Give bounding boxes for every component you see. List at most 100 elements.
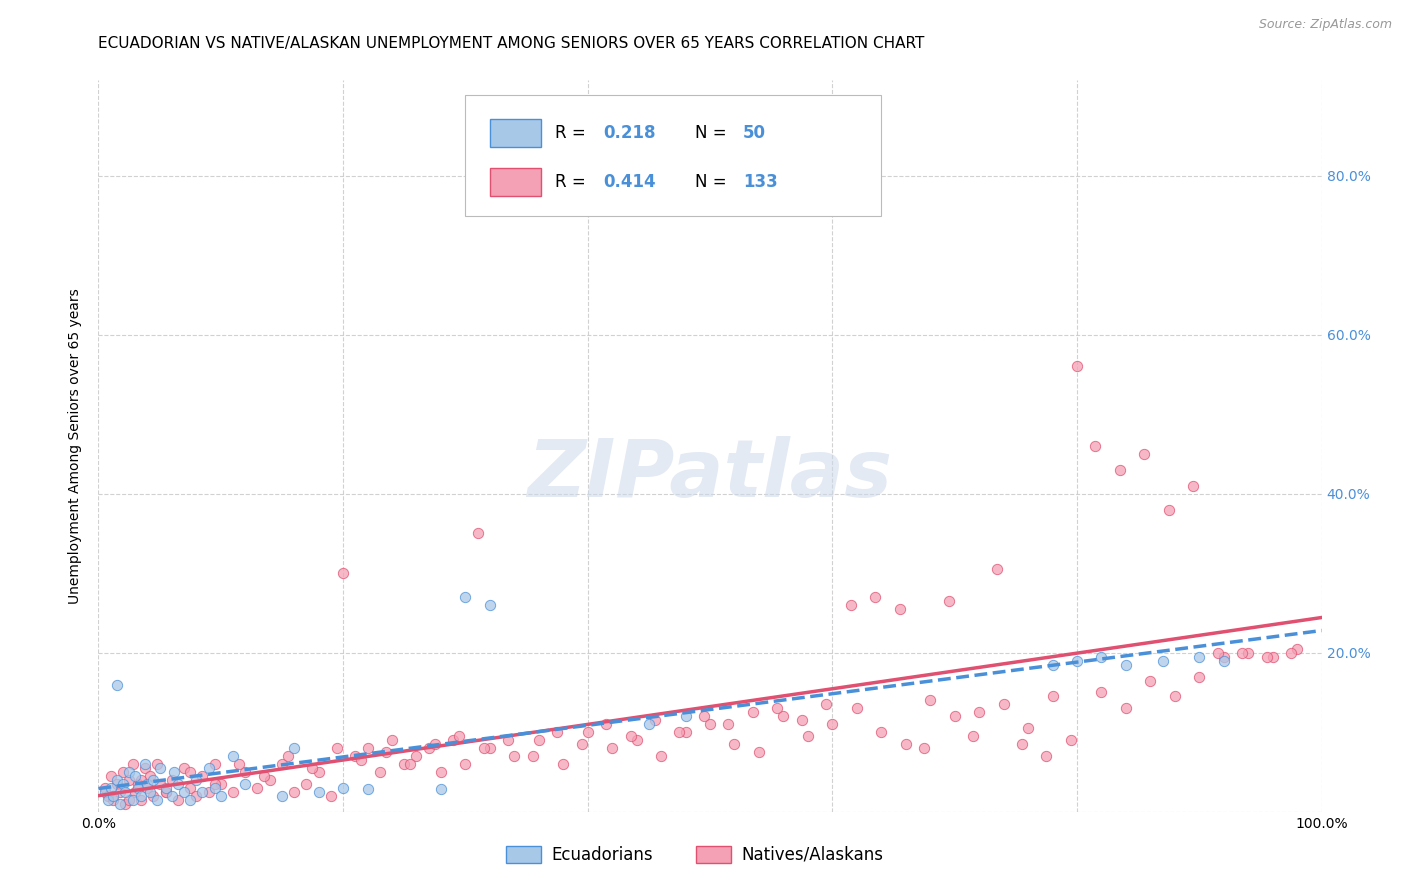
Point bbox=[1157, 502, 1180, 516]
Point bbox=[496, 733, 519, 747]
Point bbox=[912, 741, 935, 756]
Point bbox=[356, 741, 378, 756]
Point bbox=[430, 764, 453, 779]
Point bbox=[423, 737, 446, 751]
Point bbox=[233, 764, 256, 779]
Point bbox=[418, 741, 440, 756]
Point bbox=[283, 741, 305, 756]
Point bbox=[124, 769, 146, 783]
Text: ECUADORIAN VS NATIVE/ALASKAN UNEMPLOYMENT AMONG SENIORS OVER 65 YEARS CORRELATIO: ECUADORIAN VS NATIVE/ALASKAN UNEMPLOYMEN… bbox=[98, 36, 925, 51]
Point bbox=[308, 785, 330, 799]
Point bbox=[790, 714, 813, 728]
Point bbox=[270, 757, 294, 772]
Point bbox=[319, 789, 342, 803]
Point bbox=[191, 785, 214, 799]
Point bbox=[110, 797, 132, 811]
Point bbox=[1090, 649, 1112, 664]
Point bbox=[1017, 721, 1039, 735]
Point bbox=[766, 701, 789, 715]
Text: 0.414: 0.414 bbox=[603, 173, 657, 191]
Point bbox=[114, 785, 136, 799]
Point bbox=[1152, 654, 1174, 668]
Point bbox=[101, 793, 124, 807]
Point bbox=[1188, 649, 1211, 664]
Text: Natives/Alaskans: Natives/Alaskans bbox=[741, 846, 883, 863]
Text: ZIPatlas: ZIPatlas bbox=[527, 436, 893, 515]
Point bbox=[1066, 359, 1088, 374]
Point bbox=[121, 757, 143, 772]
Point bbox=[1060, 733, 1083, 747]
FancyBboxPatch shape bbox=[465, 95, 882, 216]
Text: R =: R = bbox=[555, 124, 591, 142]
Point bbox=[392, 757, 416, 772]
Point bbox=[1090, 685, 1112, 699]
Point bbox=[129, 772, 152, 787]
Point bbox=[1212, 654, 1234, 668]
Point bbox=[197, 761, 219, 775]
Point bbox=[167, 777, 190, 791]
Point bbox=[134, 757, 156, 772]
Point bbox=[295, 777, 318, 791]
Point bbox=[209, 789, 232, 803]
Point bbox=[167, 793, 190, 807]
Y-axis label: Unemployment Among Seniors over 65 years: Unemployment Among Seniors over 65 years bbox=[69, 288, 83, 604]
Point bbox=[129, 789, 152, 803]
Point bbox=[600, 741, 623, 756]
Point bbox=[197, 785, 219, 799]
Point bbox=[139, 785, 162, 799]
Point bbox=[134, 761, 156, 775]
Point bbox=[246, 780, 269, 795]
Point bbox=[1042, 657, 1064, 672]
Point bbox=[1115, 701, 1137, 715]
Point bbox=[129, 793, 152, 807]
Point bbox=[821, 717, 844, 731]
Point bbox=[127, 777, 149, 791]
Point bbox=[332, 780, 354, 795]
Point bbox=[723, 737, 745, 751]
Point bbox=[209, 777, 232, 791]
Point bbox=[699, 717, 721, 731]
Point bbox=[1188, 669, 1211, 683]
Point bbox=[1042, 690, 1064, 704]
Point bbox=[160, 789, 183, 803]
Point bbox=[105, 772, 128, 787]
Point bbox=[993, 698, 1015, 712]
Point bbox=[105, 777, 128, 791]
Point bbox=[1164, 690, 1187, 704]
Point bbox=[139, 769, 162, 783]
Point bbox=[478, 598, 501, 612]
Point bbox=[454, 757, 477, 772]
Point bbox=[179, 793, 201, 807]
Point bbox=[155, 785, 177, 799]
Point bbox=[118, 772, 141, 787]
Point bbox=[149, 761, 172, 775]
Point bbox=[155, 785, 177, 799]
Point bbox=[1206, 646, 1229, 660]
Point bbox=[1182, 479, 1205, 493]
Point bbox=[405, 749, 427, 764]
Point bbox=[467, 526, 489, 541]
Point bbox=[204, 757, 226, 772]
Point bbox=[644, 714, 666, 728]
Point bbox=[894, 737, 917, 751]
Text: 133: 133 bbox=[742, 173, 778, 191]
Point bbox=[100, 769, 122, 783]
Point bbox=[527, 733, 550, 747]
Point bbox=[1230, 646, 1253, 660]
Point bbox=[889, 602, 911, 616]
Point bbox=[1066, 654, 1088, 668]
Point bbox=[668, 725, 690, 739]
Point bbox=[553, 757, 575, 772]
Point bbox=[118, 793, 141, 807]
Point bbox=[967, 706, 990, 720]
Point bbox=[870, 725, 893, 739]
Point bbox=[1035, 749, 1057, 764]
Point bbox=[454, 590, 477, 604]
Point bbox=[638, 717, 661, 731]
Point bbox=[222, 749, 245, 764]
Point bbox=[741, 706, 763, 720]
Point bbox=[114, 797, 136, 811]
Point bbox=[100, 780, 122, 795]
Point bbox=[472, 741, 495, 756]
Bar bbox=[489, 168, 541, 196]
